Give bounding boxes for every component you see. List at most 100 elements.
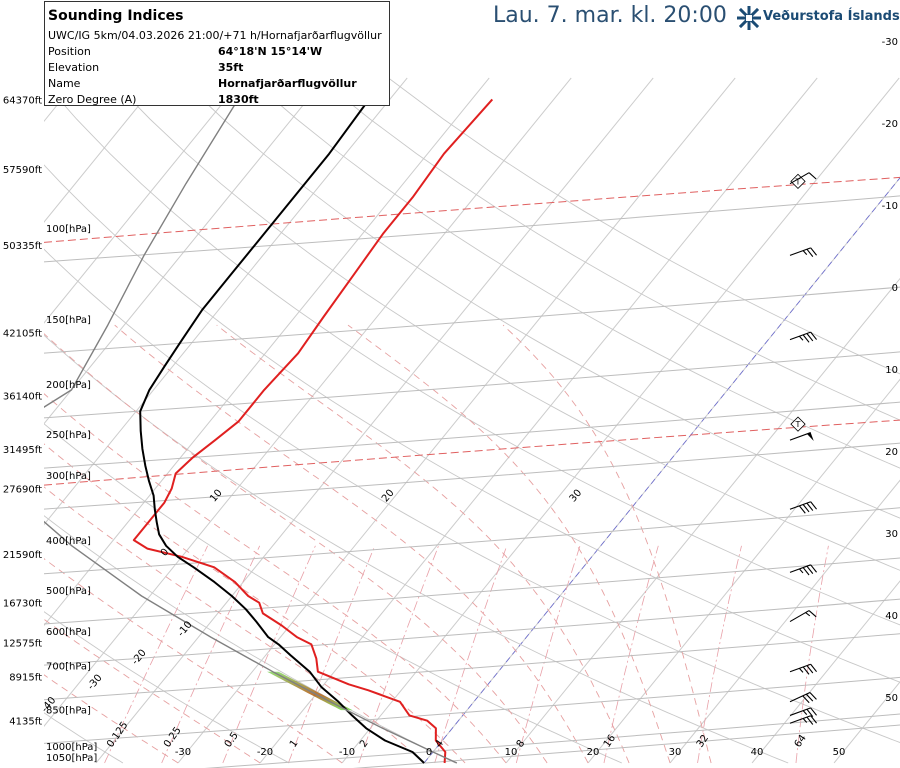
sounding-indices-box: Sounding Indices UWC/IG 5km/04.03.2026 2… <box>44 1 390 106</box>
mixing-ratio-label: 16 <box>602 733 618 750</box>
mixing-ratio-line <box>222 545 316 764</box>
isotherm-line <box>44 77 490 627</box>
brand-name: Veðurstofa Íslands <box>763 9 900 24</box>
height-tick-label: 36140ft <box>3 391 42 402</box>
wind-barb-flag <box>810 331 818 340</box>
wind-barb <box>789 247 818 257</box>
height-tick-label: 64370ft <box>3 95 42 106</box>
isotherm-tick-label: 20 <box>587 747 600 758</box>
isobar-line <box>352 724 900 768</box>
moist-adiabat-label: -20 <box>130 648 149 668</box>
moist-adiabat-label: 0 <box>159 547 172 559</box>
isotherm-tick-label: 50 <box>833 747 846 758</box>
parcel-line <box>44 99 458 764</box>
isotherm-line <box>44 77 408 526</box>
pressure-tick-label: 250[hPa] <box>46 430 91 441</box>
wind-barb-half-flag <box>805 612 811 617</box>
pressure-tick-label: 100[hPa] <box>46 224 91 235</box>
isotherm-line <box>44 77 326 425</box>
wind-barb-flag <box>802 666 810 675</box>
wind-barb-staff <box>789 247 811 256</box>
pressure-tick-label: 600[hPa] <box>46 627 91 638</box>
isobar-line <box>44 507 900 575</box>
isobar-line <box>44 598 900 666</box>
height-tick-label: 50335ft <box>3 241 42 252</box>
wind-barb-staff <box>789 172 810 185</box>
isobar-line <box>44 401 900 469</box>
wind-barb-flag <box>802 334 810 343</box>
wind-barb <box>789 501 818 514</box>
isobar-line <box>44 351 900 419</box>
isotherm-tick-label: -20 <box>257 747 273 758</box>
dry-adiabat-line <box>44 164 900 683</box>
moist-adiabat-line <box>44 333 548 764</box>
wind-barb <box>789 331 818 343</box>
isotherm-line <box>423 177 900 764</box>
isotherm-line <box>505 277 900 764</box>
wind-barb-flag <box>806 502 814 511</box>
pressure-tick-label: 1000[hPa] <box>46 742 97 753</box>
moist-adiabat-label: 20 <box>380 488 397 505</box>
dry-adiabat-line <box>44 248 900 743</box>
info-row-label: Zero Degree (A) <box>48 93 137 106</box>
dewpoint-line <box>139 102 425 764</box>
isobar-line <box>44 286 900 354</box>
isotherm-line <box>751 580 900 764</box>
mixing-ratio-label: 8 <box>515 738 528 750</box>
wind-barb-half-flag <box>802 250 808 255</box>
wind-barb-flag <box>802 567 810 576</box>
wind-barb <box>789 707 818 718</box>
wind-barb-flag <box>806 716 814 725</box>
mixing-ratio-line <box>288 545 376 764</box>
info-row-label: Name <box>48 77 81 90</box>
right-temp-label: -20 <box>882 119 898 130</box>
tropopause-marker <box>790 173 806 189</box>
info-row-value: Hornafjarðarflugvöllur <box>218 77 357 90</box>
right-temp-label: 10 <box>885 365 898 376</box>
isotherm-line <box>259 77 818 764</box>
mixing-ratio-label: 2 <box>358 738 371 750</box>
wind-barb-flag <box>810 663 818 672</box>
height-tick-label: 12575ft <box>3 639 42 650</box>
wind-barb-flag <box>806 333 814 342</box>
wind-barb-flag <box>806 665 814 674</box>
wind-barb <box>789 564 818 576</box>
series-layer <box>44 98 494 764</box>
wind-barb <box>789 663 818 675</box>
mixing-ratio-line <box>434 545 508 764</box>
pressure-tick-label: 300[hPa] <box>46 471 91 482</box>
dry-adiabat-line <box>318 77 900 421</box>
wind-barb <box>789 432 814 442</box>
height-tick-label: 31495ft <box>3 445 42 456</box>
tropopause-line <box>44 176 900 243</box>
isobar-line <box>204 713 900 768</box>
height-tick-label: 8915ft <box>9 673 42 684</box>
wind-barb-flag <box>806 708 814 718</box>
right-temp-label: -10 <box>882 201 898 212</box>
isobar-line <box>44 442 900 510</box>
grid-layer <box>44 77 900 768</box>
moist-adiabat-label: 10 <box>208 488 225 505</box>
mixing-ratio-label: 0.5 <box>223 730 241 749</box>
wind-barb-flag <box>809 692 817 700</box>
pressure-tick-label: 1050[hPa] <box>46 753 97 764</box>
wind-barb-half-flag <box>802 718 808 723</box>
mixing-ratio-line <box>603 545 659 764</box>
snowflake-mark-icon <box>737 6 761 30</box>
temperature-line <box>132 98 494 764</box>
isotherm-line <box>44 77 572 727</box>
isotherm-tick-label: 30 <box>669 747 682 758</box>
wind-barb-flag <box>802 695 810 704</box>
moist-adiabat-line <box>44 393 507 764</box>
isotherm-tick-label: 0 <box>426 747 432 758</box>
wind-barb <box>789 715 818 725</box>
info-row-name: Name Hornafjarðarflugvöllur <box>48 77 388 93</box>
info-row-elevation: Elevation 35ft <box>48 61 388 77</box>
isotherm-line <box>95 77 654 764</box>
mixing-ratio-label: 4 <box>433 738 446 750</box>
height-tick-label: 42105ft <box>3 329 42 340</box>
brand-logo: Veðurstofa Íslands <box>737 6 900 30</box>
freezing-isotherm-line <box>423 177 900 764</box>
moist-adiabat-line <box>347 324 671 764</box>
